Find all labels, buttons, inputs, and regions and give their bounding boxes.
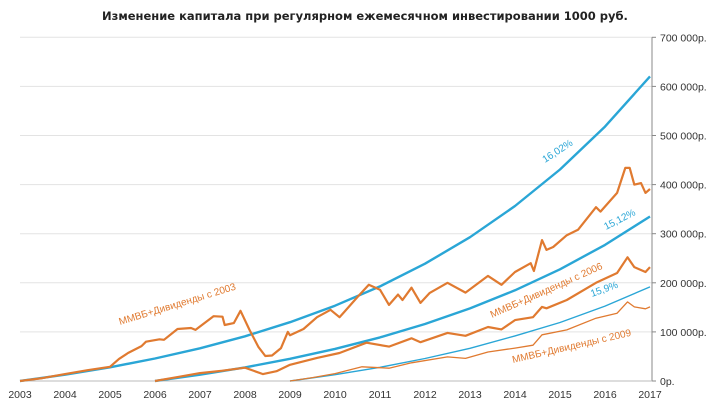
series-label-index-2009: ММВБ+Дивиденды с 2009 [511, 328, 633, 366]
y-tick-label: 700 000р. [660, 32, 707, 44]
x-axis: 2003 2004 2005 2006 2007 2008 2009 2010 2011 2012… [8, 380, 662, 401]
x-tick-label: 2009 [278, 389, 302, 401]
x-tick-label: 2010 [323, 389, 347, 401]
x-tick-label: 2015 [548, 389, 572, 401]
y-tick-label: 300 000р. [660, 229, 707, 241]
x-tick-label: 2011 [369, 389, 392, 401]
x-tick-label: 2005 [98, 389, 122, 401]
series-line-3 [19, 166, 651, 383]
x-tick-label: 2016 [593, 389, 617, 401]
series-label-index-2003: ММВБ+Дивиденды с 2003 [118, 282, 238, 328]
y-tick-label: 600 000р. [660, 81, 707, 93]
y-tick-label: 200 000р. [660, 278, 707, 290]
x-tick-label: 2013 [458, 389, 482, 401]
series-lines [19, 75, 651, 383]
chart-title: Изменение капитала при регулярном ежемес… [102, 9, 628, 23]
x-tick-label: 2017 [638, 389, 662, 401]
y-axis: 0р. 100 000р. 200 000р. 300 000р. 400 000р. 5… [651, 32, 707, 388]
y-tick-label: 0р. [660, 376, 675, 388]
x-tick-label: 2007 [188, 389, 212, 401]
x-tick-label: 2004 [53, 389, 77, 401]
x-tick-label: 2014 [503, 389, 527, 401]
series-line-2 [289, 286, 651, 382]
y-tick-label: 400 000р. [660, 180, 707, 192]
x-tick-label: 2006 [143, 389, 167, 401]
x-tick-label: 2003 [8, 389, 32, 401]
x-tick-label: 2008 [233, 389, 257, 401]
series-line-5 [289, 301, 651, 382]
series-line-4 [154, 256, 651, 383]
y-tick-label: 100 000р. [660, 327, 707, 339]
gridlines [20, 36, 652, 333]
x-tick-label: 2012 [413, 389, 437, 401]
series-line-0 [19, 75, 651, 383]
y-tick-label: 500 000р. [660, 131, 707, 143]
